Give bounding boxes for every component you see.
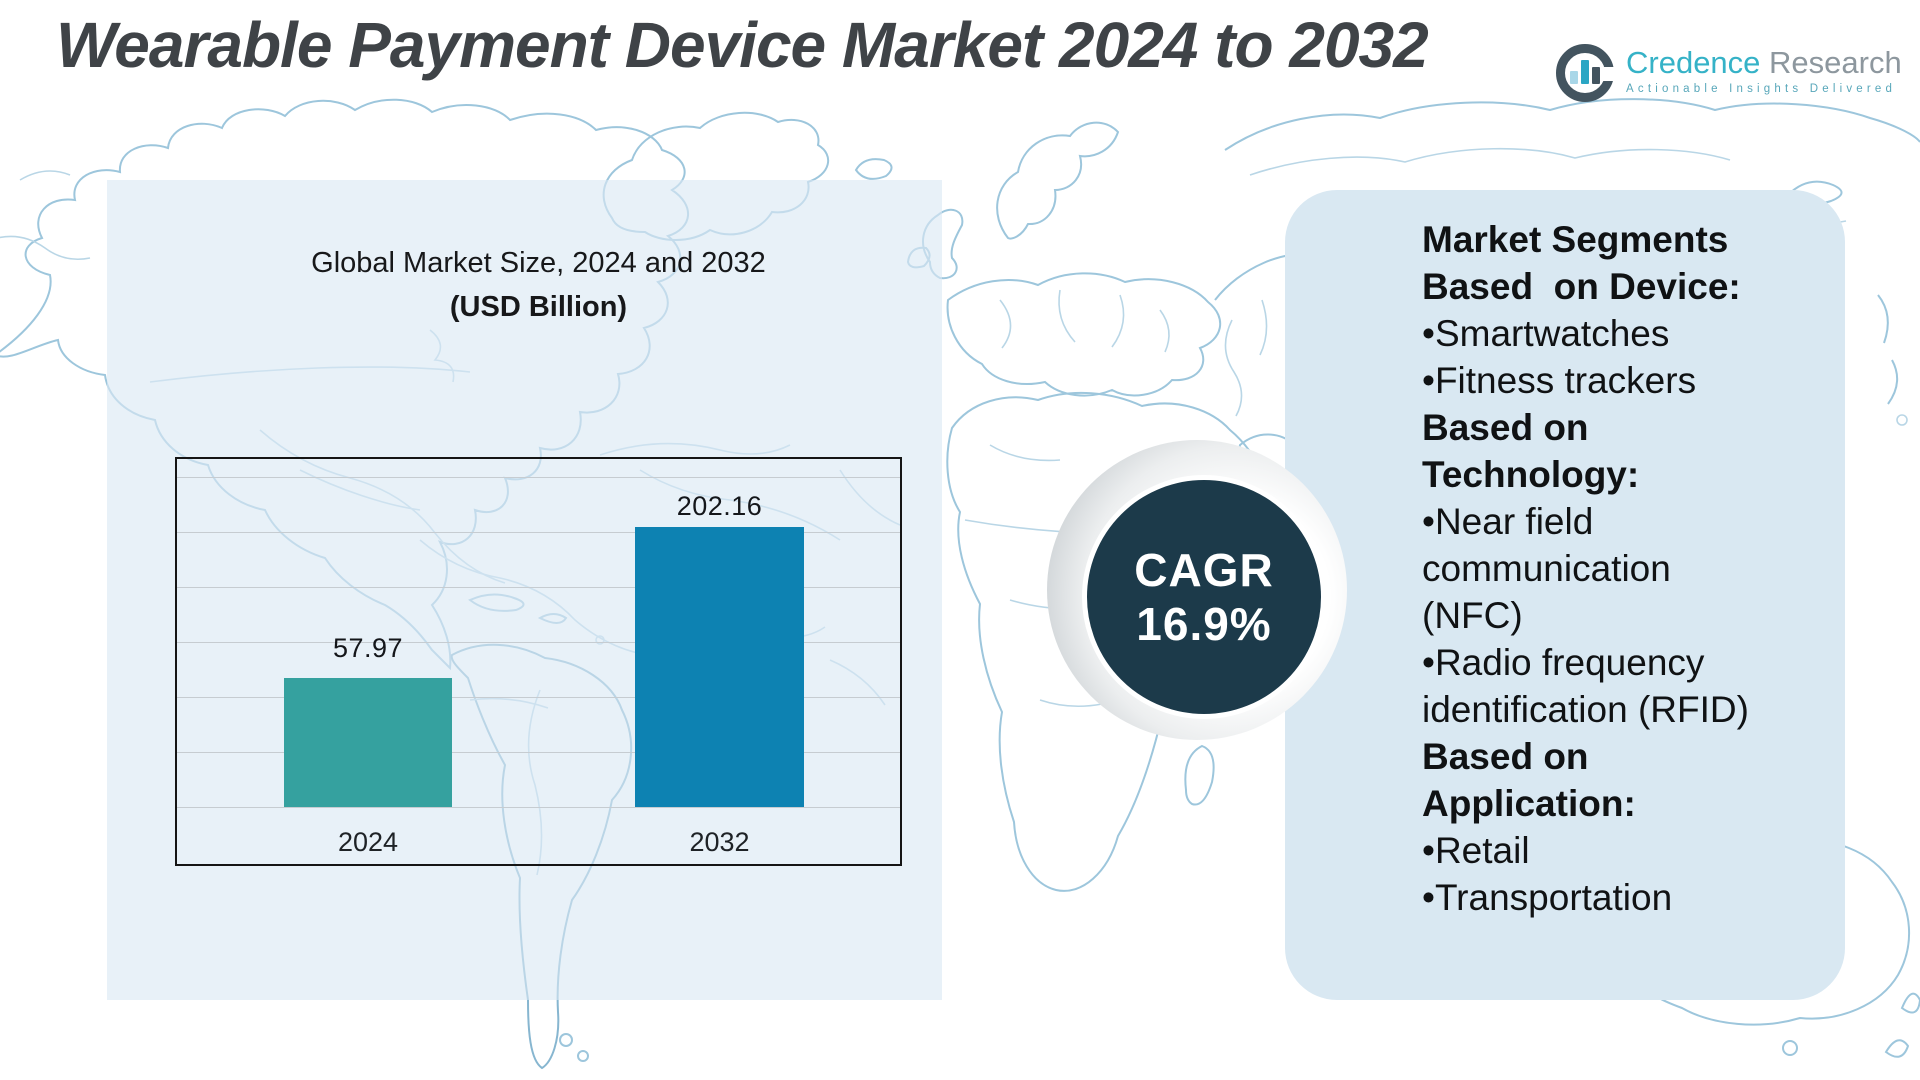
segment-line: •Transportation — [1422, 877, 1673, 918]
segment-line: Technology: — [1422, 454, 1640, 495]
market-segments-panel: Market Segments Based on Device: •Smartwat… — [1285, 190, 1845, 1000]
logo-bar-1 — [1570, 71, 1578, 84]
chart-title-line2: (USD Billion) — [449, 291, 628, 323]
bar-2032 — [635, 527, 804, 807]
logo-text: Credence Research Actionable Insights De… — [1626, 44, 1902, 96]
segment-line: •Near field — [1422, 501, 1594, 542]
chart-title-line1: Global Market Size, 2024 and 2032 — [311, 247, 766, 279]
segment-line: identification (RFID) — [1422, 689, 1749, 730]
bar-value-2032: 202.16 — [676, 491, 763, 521]
logo-brand-secondary: Research — [1769, 45, 1902, 80]
x-axis-label-2024: 2024 — [337, 827, 399, 857]
segment-line: (NFC) — [1422, 595, 1523, 636]
segment-line: Based on — [1422, 407, 1589, 448]
credence-research-logo: Credence Research Actionable Insights De… — [1556, 44, 1902, 102]
cagr-badge: CAGR 16.9% — [1082, 475, 1326, 719]
market-segments-text: Market Segments Based on Device: •Smartwat… — [1422, 216, 1832, 921]
segment-line: •Fitness trackers — [1422, 360, 1697, 401]
segment-line: communication — [1422, 548, 1671, 589]
segment-line: Based on — [1422, 736, 1589, 777]
segment-line: •Retail — [1422, 830, 1530, 871]
segment-line: Market Segments — [1422, 219, 1729, 260]
logo-ring-notch — [1603, 67, 1614, 81]
segment-line: Application: — [1422, 783, 1636, 824]
logo-tagline: Actionable Insights Delivered — [1626, 83, 1897, 95]
bar-2024 — [284, 678, 452, 807]
cagr-value: 16.9% — [1136, 598, 1272, 650]
x-axis-label-2032: 2032 — [689, 827, 750, 857]
page-title: Wearable Payment Device Market 2024 to 2… — [56, 9, 1429, 81]
bar-value-2024: 57.97 — [332, 633, 404, 663]
segment-line: •Smartwatches — [1422, 313, 1670, 354]
logo-brand-primary: Credence — [1626, 45, 1761, 80]
segment-line: Based on Device: — [1422, 266, 1741, 307]
bar-chart: 57.97 202.16 2024 2032 — [175, 457, 902, 866]
cagr-label: CAGR — [1134, 543, 1274, 596]
logo-bar-3 — [1592, 67, 1600, 84]
logo-bar-2 — [1581, 60, 1589, 84]
segment-line: •Radio frequency — [1422, 642, 1705, 683]
bar-chart-logo-icon — [1556, 44, 1614, 102]
chart-title: Global Market Size, 2024 and 2032 (USD B… — [175, 246, 902, 324]
